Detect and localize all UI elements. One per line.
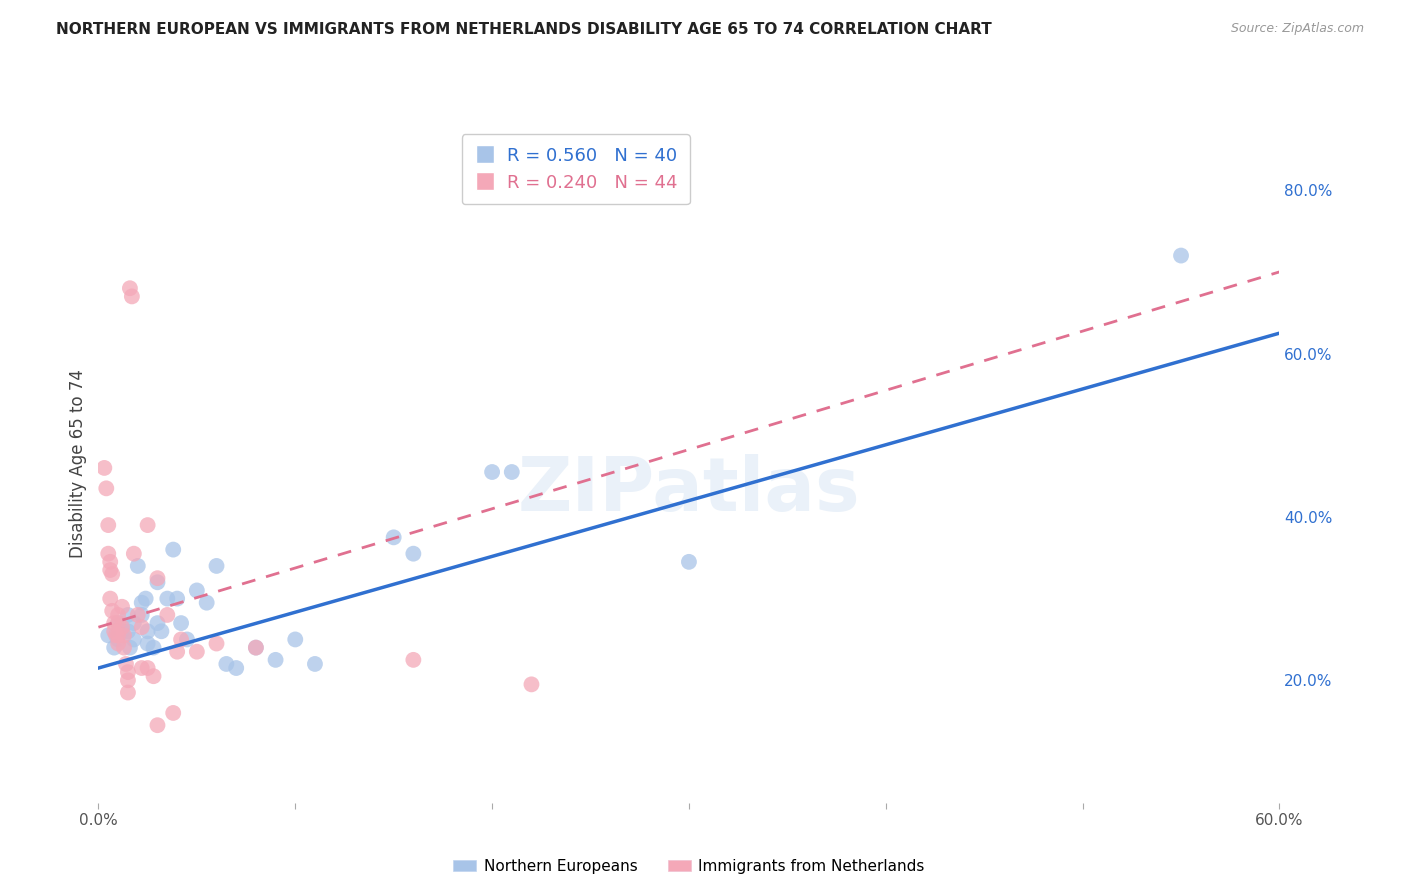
Point <box>142 640 165 655</box>
Point <box>195 596 218 610</box>
Text: NORTHERN EUROPEAN VS IMMIGRANTS FROM NETHERLANDS DISABILITY AGE 65 TO 74 CORRELA: NORTHERN EUROPEAN VS IMMIGRANTS FROM NET… <box>56 22 993 37</box>
Point <box>98 591 121 606</box>
Point <box>103 640 125 655</box>
Point <box>107 616 129 631</box>
Point <box>225 661 247 675</box>
Point <box>131 620 153 634</box>
Point <box>284 632 307 647</box>
Point <box>115 657 138 671</box>
Point <box>97 547 120 561</box>
Point <box>166 591 188 606</box>
Point <box>122 632 145 647</box>
Legend: Northern Europeans, Immigrants from Netherlands: Northern Europeans, Immigrants from Neth… <box>447 853 931 880</box>
Point <box>205 636 228 650</box>
Point <box>117 673 139 688</box>
Point <box>96 481 118 495</box>
Point <box>176 632 198 647</box>
Point <box>118 640 141 655</box>
Point <box>98 555 121 569</box>
Point <box>101 604 124 618</box>
Y-axis label: Disability Age 65 to 74: Disability Age 65 to 74 <box>69 369 87 558</box>
Point <box>103 616 125 631</box>
Point <box>136 636 159 650</box>
Point <box>501 465 523 479</box>
Point <box>122 547 145 561</box>
Point <box>146 575 169 590</box>
Point <box>402 653 425 667</box>
Point <box>245 640 267 655</box>
Point <box>382 530 405 544</box>
Point <box>105 628 128 642</box>
Point <box>121 289 143 303</box>
Point <box>205 558 228 573</box>
Point <box>101 567 124 582</box>
Point <box>111 620 134 634</box>
Point <box>117 607 139 622</box>
Point <box>111 624 134 639</box>
Point <box>103 624 125 639</box>
Point <box>97 628 120 642</box>
Point <box>107 607 129 622</box>
Point <box>186 645 208 659</box>
Point <box>136 624 159 639</box>
Point <box>118 281 141 295</box>
Point <box>170 632 193 647</box>
Point <box>215 657 238 671</box>
Point <box>136 518 159 533</box>
Text: Source: ZipAtlas.com: Source: ZipAtlas.com <box>1230 22 1364 36</box>
Point <box>156 607 179 622</box>
Point <box>166 645 188 659</box>
Point <box>142 669 165 683</box>
Point <box>136 661 159 675</box>
Point <box>156 591 179 606</box>
Point <box>146 718 169 732</box>
Point <box>150 624 173 639</box>
Point <box>146 571 169 585</box>
Point <box>122 616 145 631</box>
Point <box>245 640 267 655</box>
Point <box>146 616 169 631</box>
Point <box>93 461 115 475</box>
Point <box>117 685 139 699</box>
Point <box>131 607 153 622</box>
Point <box>520 677 543 691</box>
Point <box>112 640 135 655</box>
Point <box>107 616 129 631</box>
Point <box>107 628 129 642</box>
Point <box>111 599 134 614</box>
Point <box>678 555 700 569</box>
Point <box>131 661 153 675</box>
Point <box>107 636 129 650</box>
Point <box>264 653 287 667</box>
Point <box>162 706 184 720</box>
Text: ZIPatlas: ZIPatlas <box>517 454 860 527</box>
Legend: R = 0.560   N = 40, R = 0.240   N = 44: R = 0.560 N = 40, R = 0.240 N = 44 <box>461 134 690 204</box>
Point <box>127 558 149 573</box>
Point <box>127 607 149 622</box>
Point <box>135 591 157 606</box>
Point <box>402 547 425 561</box>
Point <box>162 542 184 557</box>
Point <box>107 632 129 647</box>
Point <box>112 628 135 642</box>
Point <box>117 624 139 639</box>
Point <box>98 563 121 577</box>
Point <box>186 583 208 598</box>
Point <box>131 596 153 610</box>
Point <box>304 657 326 671</box>
Point <box>481 465 503 479</box>
Point <box>97 518 120 533</box>
Point <box>170 616 193 631</box>
Point <box>117 665 139 679</box>
Point <box>1170 249 1192 263</box>
